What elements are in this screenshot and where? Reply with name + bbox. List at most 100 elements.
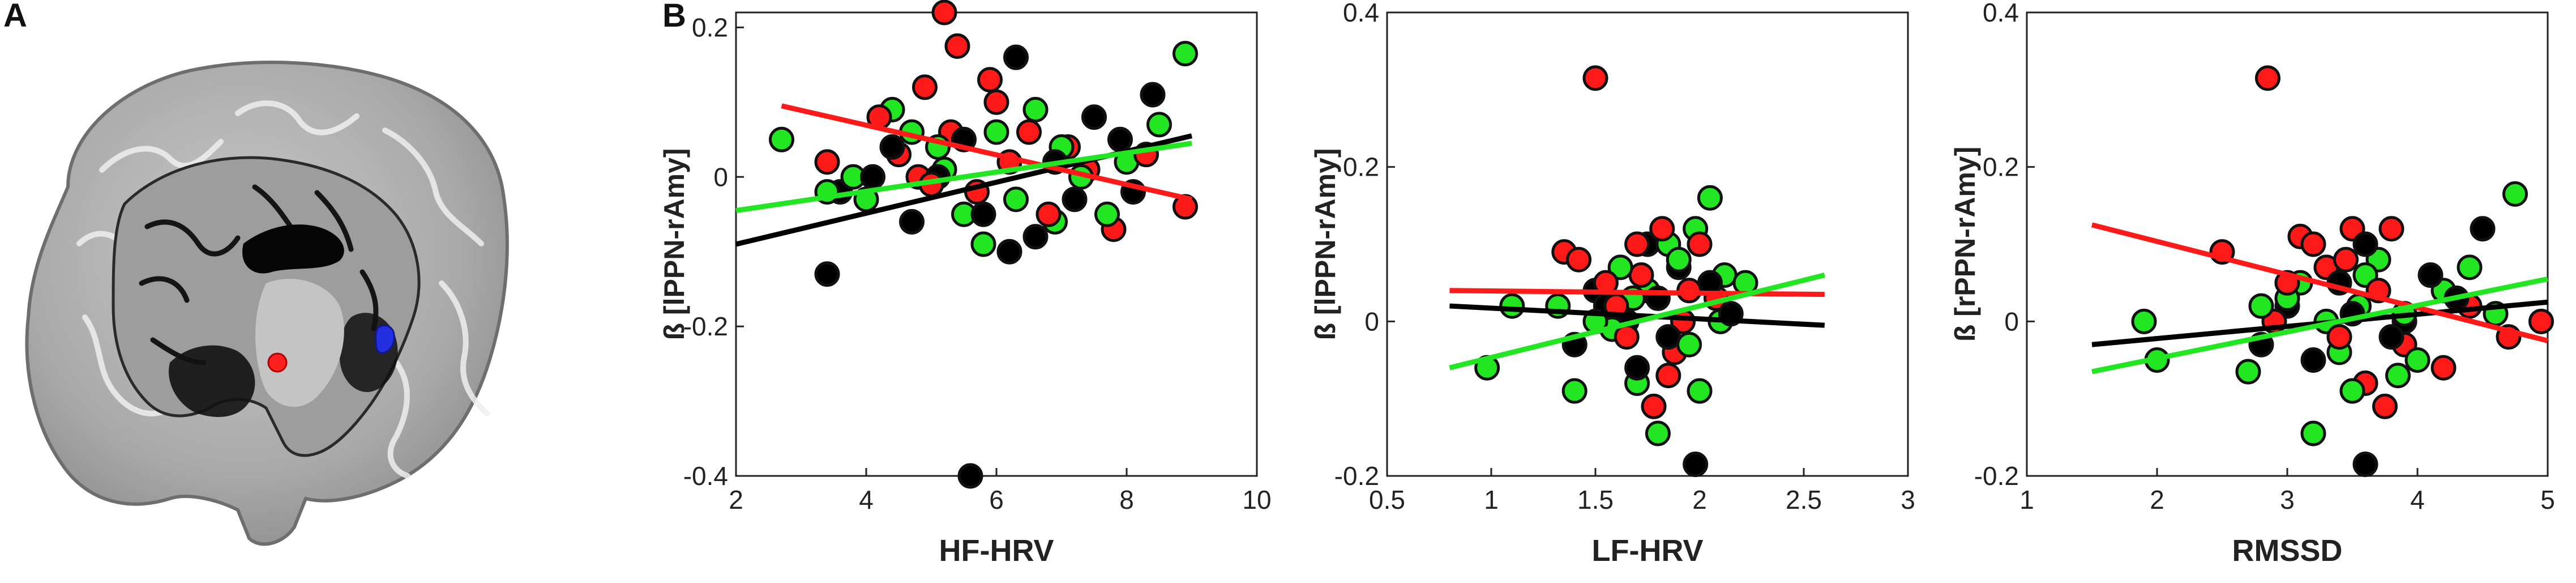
data-point-red (2333, 246, 2359, 273)
data-point-red (1628, 262, 1654, 288)
y-tick-label: 0 (713, 162, 728, 192)
x-tick-label: 3 (1901, 485, 1915, 514)
x-tick-label: 5 (2540, 485, 2555, 514)
x-axis-label: HF-HRV (939, 534, 1054, 568)
y-tick-label: 0 (2004, 307, 2019, 336)
data-point-green (2404, 347, 2430, 373)
data-point-green (1499, 293, 1525, 319)
x-tick-label: 10 (1242, 485, 1271, 514)
data-point-red (1582, 65, 1608, 91)
data-point-green (1676, 331, 1702, 358)
data-point-black (1003, 44, 1029, 70)
data-point-red (2326, 324, 2352, 350)
y-axis-label: ß [lPPN-rAmy] (658, 148, 690, 341)
data-point-black (996, 239, 1022, 265)
data-point-black (2352, 231, 2378, 257)
data-point-green (1561, 378, 1587, 404)
data-point-black (1107, 126, 1133, 152)
regression-line-red (1449, 288, 1825, 297)
data-point-green (2235, 359, 2261, 385)
data-point-red (983, 89, 1009, 115)
data-point-red (1649, 216, 1675, 242)
data-point-black (2300, 347, 2326, 373)
data-point-green (970, 231, 996, 257)
y-tick-label: -0.2 (683, 312, 728, 341)
x-tick-label: 1 (2019, 485, 2034, 514)
data-point-red (1035, 201, 1062, 227)
y-tick-label: 0.2 (692, 12, 728, 42)
panel-a-label: A (3, 0, 27, 34)
data-point-black (1655, 324, 1681, 350)
data-point-green (1173, 41, 1198, 67)
data-point-red (912, 74, 938, 100)
y-tick-label: -0.2 (1974, 461, 2019, 491)
data-point-green (1687, 378, 1713, 404)
data-point-red (944, 33, 970, 59)
data-point-red (814, 149, 840, 175)
x-tick-label: 8 (1119, 485, 1134, 514)
data-point-red (1016, 119, 1042, 145)
data-point-black (899, 208, 925, 235)
data-point-black (1081, 104, 1107, 130)
x-axis-label: RMSSD (2232, 534, 2342, 568)
panel-b-label: B (662, 0, 686, 34)
data-point-green (2300, 420, 2326, 446)
x-tick-label: 4 (2410, 485, 2425, 514)
x-tick-label: 6 (989, 485, 1004, 514)
y-tick-label: 0.4 (1983, 0, 2019, 27)
data-point-red (2528, 308, 2554, 334)
y-axis-label: ß [lPPN-rAmy] (1310, 148, 1341, 341)
regression-line-green (1449, 273, 1825, 371)
scatter-plot-lf-hrv: 0.5 1 1.5 2 2.5 3 -0.2 0 0.2 0.4 LF-HRV ß [lPPN-rAm… (1302, 0, 1936, 580)
data-point-red (1641, 393, 1667, 419)
scatter-plot-hf-hrv: 2 4 6 8 10 -0.4 -0.2 0 0.2 HF-HRV ß [lPPN-rAmy] (651, 0, 1285, 580)
y-tick-label: -0.2 (1334, 461, 1379, 491)
data-point-black (1022, 224, 1049, 250)
data-point-red (1655, 363, 1681, 389)
x-tick-label: 1.5 (1577, 485, 1614, 514)
x-tick-label: 2.5 (1786, 485, 1822, 514)
data-point-black (2352, 452, 2378, 478)
data-point-black (957, 463, 983, 489)
x-tick-label: 2 (729, 485, 743, 514)
y-tick-label: 0.2 (1343, 152, 1379, 182)
data-point-green (769, 126, 794, 152)
x-tick-label: 1 (1484, 485, 1499, 514)
data-point-red (931, 0, 957, 25)
data-point-red (1687, 231, 1713, 257)
data-point-green (983, 119, 1009, 145)
x-tick-label: 3 (2280, 485, 2295, 514)
plot-frame (1386, 11, 1909, 477)
y-tick-label: 0 (1364, 307, 1379, 336)
data-point-black (2470, 216, 2496, 242)
data-point-black (1683, 452, 1709, 478)
data-point-green (2339, 378, 2365, 404)
data-point-red (2372, 393, 2398, 419)
roi-red-marker (267, 352, 288, 373)
scatter-plot-rmssd: 1 2 3 4 5 -0.2 0 0.2 0.4 RMSSD ß [rPPN-rAmy] (1942, 0, 2576, 580)
data-point-black (2417, 262, 2444, 288)
data-point-green (2457, 254, 2483, 280)
roi-blue-marker (375, 325, 395, 354)
data-point-green (1094, 201, 1120, 227)
plot-frame (2026, 11, 2549, 477)
regression-line-green (2091, 276, 2548, 375)
x-tick-label: 0.5 (1369, 485, 1405, 514)
regression-line-black (1449, 303, 1825, 328)
regression-line-red (781, 103, 1192, 202)
data-point-green (1697, 185, 1723, 211)
data-point-green (1607, 254, 1633, 280)
y-tick-label: 0.4 (1343, 0, 1379, 27)
data-point-green (2502, 181, 2528, 207)
data-point-black (814, 261, 840, 287)
data-point-green (2385, 363, 2411, 389)
data-point-green (1003, 186, 1029, 212)
regression-line-red (2091, 222, 2549, 343)
regression-line-green (735, 141, 1192, 214)
y-tick-label: -0.4 (683, 461, 728, 491)
data-point-green (1645, 420, 1671, 446)
x-tick-label: 2 (1692, 485, 1707, 514)
data-point-green (2131, 308, 2157, 334)
data-point-green (2248, 293, 2274, 319)
data-point-green (1146, 112, 1172, 138)
